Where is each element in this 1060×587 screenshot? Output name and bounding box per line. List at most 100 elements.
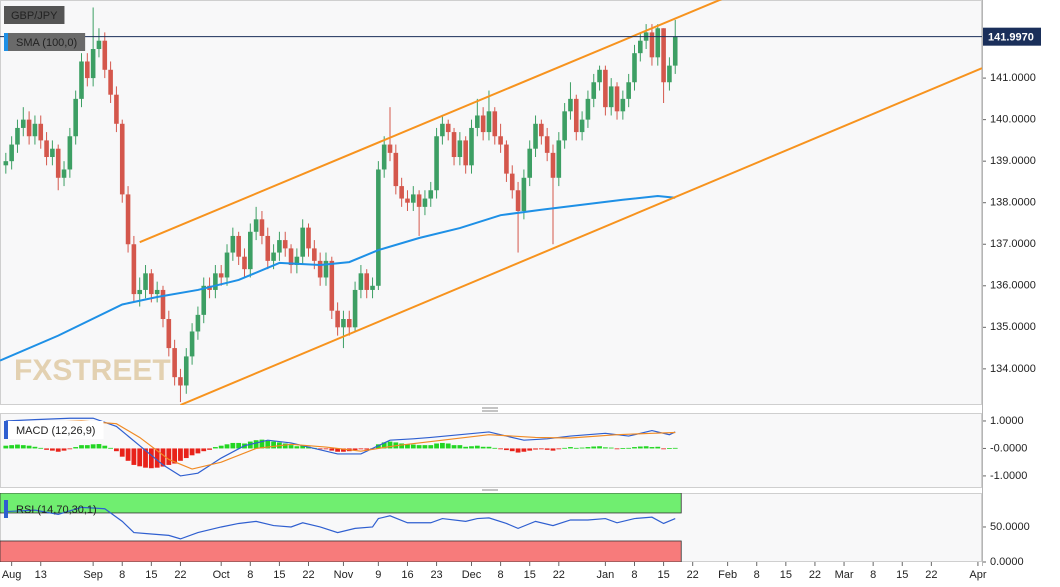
x-tick-label: 22 bbox=[687, 569, 699, 581]
candle-body bbox=[166, 319, 172, 349]
candle-body bbox=[539, 123, 544, 137]
histogram-bar bbox=[183, 448, 189, 459]
histogram-bar bbox=[125, 448, 131, 461]
candle-body bbox=[416, 194, 422, 207]
candle-body bbox=[399, 186, 404, 199]
candle-body bbox=[38, 123, 44, 141]
histogram-bar bbox=[3, 445, 9, 449]
plot-area bbox=[0, 493, 682, 562]
histogram-bar bbox=[504, 448, 509, 451]
histogram-bar bbox=[265, 440, 271, 449]
histogram-bar bbox=[469, 446, 474, 449]
histogram-bar bbox=[230, 442, 236, 449]
histogram-bar bbox=[90, 444, 96, 449]
candle-body bbox=[102, 40, 108, 70]
candle-body bbox=[149, 273, 154, 295]
histogram-bar bbox=[218, 445, 224, 449]
candle-body bbox=[125, 194, 131, 245]
histogram-bar bbox=[667, 448, 672, 449]
legend-swatch bbox=[4, 33, 8, 51]
histogram-bar bbox=[212, 447, 218, 449]
candle-body bbox=[579, 119, 585, 133]
candle-body bbox=[114, 94, 119, 124]
histogram-bar bbox=[154, 448, 160, 468]
candle-body bbox=[271, 252, 276, 261]
histogram-bar bbox=[108, 447, 113, 449]
legend-label: RSI (14,70,30,1) bbox=[16, 504, 97, 516]
legend-label: SMA (100,0) bbox=[16, 37, 77, 49]
candle-body bbox=[61, 169, 67, 178]
histogram-bar bbox=[457, 445, 463, 449]
candle-body bbox=[108, 69, 113, 95]
candle-body bbox=[393, 152, 399, 187]
y-tick-label: -1.0000 bbox=[990, 470, 1027, 482]
candle-body bbox=[189, 331, 195, 357]
candle-body bbox=[632, 53, 637, 83]
candle-body bbox=[352, 289, 358, 328]
histogram-bar bbox=[387, 441, 393, 449]
histogram-bar bbox=[614, 448, 620, 450]
candle-body bbox=[533, 123, 538, 149]
candle-body bbox=[457, 140, 463, 158]
histogram-bar bbox=[73, 447, 79, 449]
legend-swatch bbox=[4, 421, 8, 439]
legend-box bbox=[4, 6, 65, 24]
overbought-zone bbox=[0, 493, 682, 514]
candle-body bbox=[195, 314, 201, 332]
histogram-bar bbox=[533, 448, 538, 450]
histogram-bar bbox=[114, 448, 119, 452]
histogram-bar bbox=[32, 446, 38, 449]
histogram-bar bbox=[160, 448, 166, 467]
candle-body bbox=[346, 319, 352, 328]
histogram-bar bbox=[405, 444, 410, 449]
candle-body bbox=[370, 285, 375, 290]
histogram-bar bbox=[573, 447, 579, 449]
candle-body bbox=[428, 190, 434, 199]
histogram-bar bbox=[381, 442, 387, 449]
histogram-bar bbox=[247, 441, 253, 449]
histogram-bar bbox=[451, 445, 457, 449]
histogram-bar bbox=[259, 439, 265, 449]
histogram-bar bbox=[358, 448, 364, 450]
histogram-bar bbox=[341, 448, 346, 452]
histogram-bar bbox=[26, 445, 32, 449]
histogram-bar bbox=[15, 444, 20, 449]
candle-body bbox=[556, 140, 562, 178]
histogram-bar bbox=[364, 448, 370, 450]
x-tick-label: Oct bbox=[213, 569, 230, 581]
histogram-bar bbox=[661, 448, 666, 450]
candle-body bbox=[387, 144, 393, 153]
legend-label: MACD (12,26,9) bbox=[16, 425, 95, 437]
candle-body bbox=[469, 127, 474, 166]
candle-body bbox=[50, 148, 55, 158]
histogram-bar bbox=[189, 448, 195, 456]
histogram-bar bbox=[300, 445, 306, 449]
candle-body bbox=[509, 173, 515, 191]
candle-body bbox=[224, 252, 230, 278]
series-line bbox=[5, 420, 676, 470]
candle-body bbox=[265, 235, 271, 261]
histogram-bar bbox=[67, 448, 73, 450]
candle-body bbox=[463, 140, 468, 166]
series-line bbox=[5, 506, 676, 540]
candle-body bbox=[568, 98, 573, 112]
histogram-bar bbox=[195, 448, 201, 454]
histogram-bar bbox=[288, 445, 294, 449]
y-tick-label: 50.0000 bbox=[990, 521, 1030, 533]
histogram-bar bbox=[498, 448, 504, 450]
x-tick-label: 22 bbox=[925, 569, 937, 581]
histogram-bar bbox=[137, 448, 143, 467]
histogram-bar bbox=[428, 445, 434, 449]
candle-body bbox=[300, 227, 305, 257]
histogram-bar bbox=[591, 446, 597, 449]
histogram-bar bbox=[626, 447, 632, 449]
candle-body bbox=[218, 273, 224, 278]
candle-body bbox=[573, 98, 579, 133]
x-tick-label: Sep bbox=[83, 569, 103, 581]
histogram-bar bbox=[143, 448, 148, 468]
candle-body bbox=[638, 40, 643, 54]
histogram-bar bbox=[422, 445, 428, 449]
candle-body bbox=[294, 256, 300, 266]
candle-body bbox=[492, 111, 498, 137]
